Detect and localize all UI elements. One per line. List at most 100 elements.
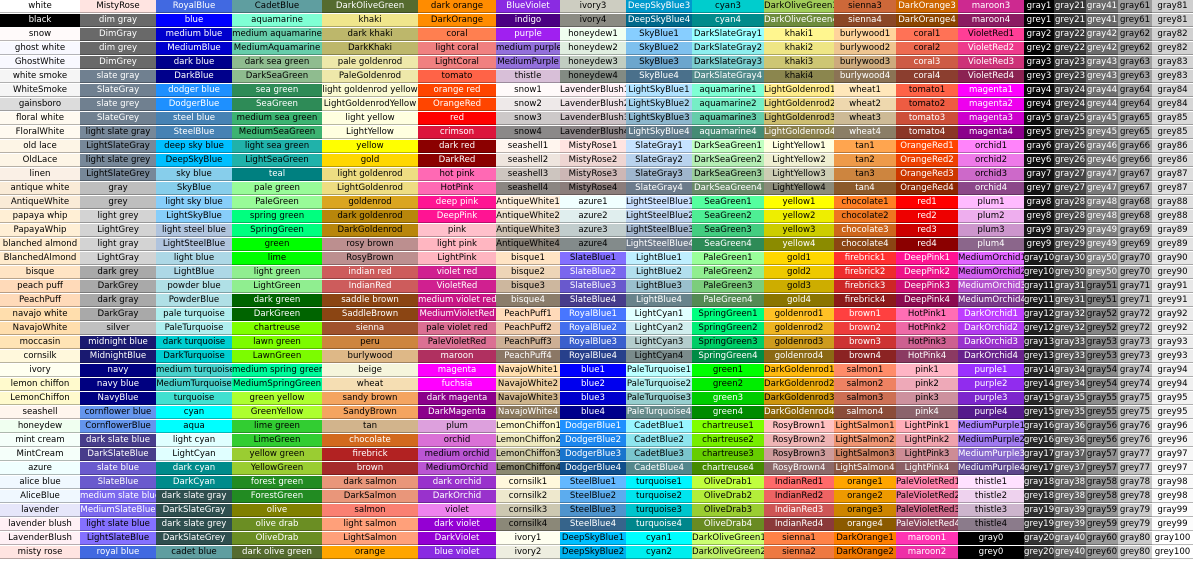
color-swatch: chartreuse2 — [692, 434, 764, 447]
color-swatch: green2 — [692, 378, 764, 391]
color-swatch: turquoise1 — [626, 476, 692, 489]
color-swatch: LightPink3 — [896, 448, 958, 461]
color-swatch: grey70 — [1118, 266, 1152, 279]
color-swatch: khaki — [322, 14, 418, 27]
color-swatch: dark orchid — [418, 476, 496, 489]
color-swatch: LightGoldenrod1 — [764, 84, 834, 97]
color-swatch: azure4 — [560, 238, 626, 251]
color-swatch: green3 — [692, 392, 764, 405]
color-swatch: DarkGoldenrod — [322, 224, 418, 237]
color-swatch: LightSkyBlue — [156, 210, 232, 223]
color-swatch: purple1 — [958, 364, 1024, 377]
color-swatch: CadetBlue3 — [626, 448, 692, 461]
color-swatch: grey45 — [1086, 126, 1118, 139]
color-swatch: RosyBrown4 — [764, 462, 834, 475]
color-swatch: VioletRed2 — [958, 42, 1024, 55]
color-swatch: snow4 — [496, 126, 560, 139]
color-swatch: plum3 — [958, 224, 1024, 237]
color-swatch: yellow2 — [764, 210, 834, 223]
color-swatch: DarkSeaGreen3 — [692, 168, 764, 181]
color-swatch: MediumPurple1 — [958, 420, 1024, 433]
color-swatch: cornflower blue — [80, 406, 156, 419]
color-swatch: SkyBlue — [156, 182, 232, 195]
color-swatch: white — [0, 0, 80, 13]
color-swatch: SeaGreen4 — [692, 238, 764, 251]
color-swatch: DodgerBlue1 — [560, 420, 626, 433]
color-swatch: gray74 — [1118, 364, 1152, 377]
color-swatch: DeepSkyBlue2 — [560, 546, 626, 559]
color-swatch: gray84 — [1152, 84, 1193, 97]
color-swatch: azure3 — [560, 224, 626, 237]
color-swatch: gray56 — [1086, 420, 1118, 433]
color-swatch: LightYellow — [322, 126, 418, 139]
color-swatch: snow2 — [496, 98, 560, 111]
color-swatch: LavenderBlush4 — [560, 126, 626, 139]
color-swatch: thistle1 — [958, 476, 1024, 489]
color-swatch: grey12 — [1024, 322, 1054, 335]
color-swatch: PaleGreen3 — [692, 280, 764, 293]
color-swatch: aquamarine3 — [692, 112, 764, 125]
color-swatch: grey17 — [1024, 462, 1054, 475]
color-swatch: orange — [322, 546, 418, 559]
color-swatch: grey0 — [958, 546, 1024, 559]
color-swatch: honeydew1 — [560, 28, 626, 41]
color-swatch: SeaGreen1 — [692, 196, 764, 209]
color-swatch: SkyBlue3 — [626, 56, 692, 69]
color-swatch: orchid1 — [958, 140, 1024, 153]
color-swatch: SlateGrey — [80, 112, 156, 125]
color-swatch: light sky blue — [156, 196, 232, 209]
color-swatch: gray64 — [1118, 84, 1152, 97]
color-swatch: DarkGrey — [80, 280, 156, 293]
color-swatch: CadetBlue2 — [626, 434, 692, 447]
color-swatch: honeydew3 — [560, 56, 626, 69]
color-swatch: papaya whip — [0, 210, 80, 223]
color-swatch: ivory — [0, 364, 80, 377]
color-swatch: grey77 — [1118, 462, 1152, 475]
color-swatch: YellowGreen — [232, 462, 322, 475]
color-swatch: grey34 — [1054, 378, 1086, 391]
color-swatch: turquoise3 — [626, 504, 692, 517]
color-swatch: MediumBlue — [156, 42, 232, 55]
color-swatch: gray15 — [1024, 392, 1054, 405]
color-swatch: grey92 — [1152, 322, 1193, 335]
color-swatch: NavajoWhite1 — [496, 364, 560, 377]
color-swatch: grey2 — [1024, 42, 1054, 55]
color-swatch: AntiqueWhite1 — [496, 196, 560, 209]
color-swatch: chocolate1 — [834, 196, 896, 209]
color-swatch: grey98 — [1152, 490, 1193, 503]
color-swatch: misty rose — [0, 546, 80, 559]
color-swatch: gold1 — [764, 252, 834, 265]
color-swatch: DarkOrchid1 — [958, 308, 1024, 321]
color-swatch: blue violet — [418, 546, 496, 559]
color-swatch: NavajoWhite2 — [496, 378, 560, 391]
color-swatch: SeaGreen3 — [692, 224, 764, 237]
color-swatch: RoyalBlue1 — [560, 308, 626, 321]
color-swatch: DeepPink2 — [896, 266, 958, 279]
color-swatch: bisque2 — [496, 266, 560, 279]
color-swatch: SkyBlue4 — [626, 70, 692, 83]
color-swatch: LightSteelBlue4 — [626, 238, 692, 251]
color-swatch: plum1 — [958, 196, 1024, 209]
color-swatch: midnight blue — [80, 336, 156, 349]
color-swatch: grey55 — [1086, 406, 1118, 419]
color-swatch: tomato — [418, 70, 496, 83]
color-swatch: green4 — [692, 406, 764, 419]
color-swatch: yellow — [322, 140, 418, 153]
color-swatch: DarkOliveGreen2 — [692, 546, 764, 559]
color-swatch: DodgerBlue4 — [560, 462, 626, 475]
color-swatch: ivory2 — [496, 546, 560, 559]
color-swatch: plum4 — [958, 238, 1024, 251]
color-swatch: grey64 — [1118, 98, 1152, 111]
color-swatch: SlateGray1 — [626, 140, 692, 153]
color-swatch: DarkBlue — [156, 70, 232, 83]
color-swatch: plum2 — [958, 210, 1024, 223]
swatch-column: cyan3 cyan4 DarkSlateGray1 DarkSlateGray2 Da… — [692, 0, 764, 560]
color-swatch: burlywood3 — [834, 56, 896, 69]
color-swatch: chartreuse1 — [692, 420, 764, 433]
color-swatch: olive — [232, 504, 322, 517]
color-swatch: SlateGray2 — [626, 154, 692, 167]
color-swatch: OliveDrab1 — [692, 476, 764, 489]
color-swatch: grey74 — [1118, 378, 1152, 391]
color-swatch: LightSkyBlue4 — [626, 126, 692, 139]
color-swatch: PaleGreen2 — [692, 266, 764, 279]
